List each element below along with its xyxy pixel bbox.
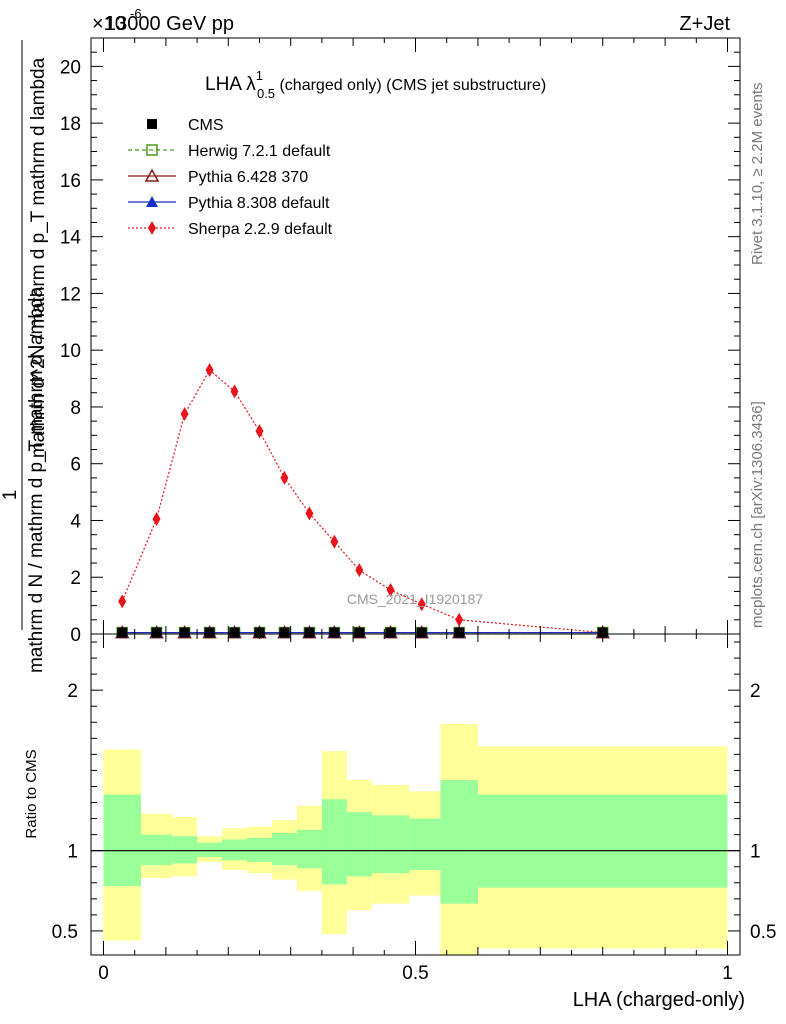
ratio-inner-band [371,815,410,874]
data-point [180,407,189,422]
x-tick-label: 0 [98,963,109,984]
data-point [152,512,161,527]
analysis-watermark: CMS_2021_I1920187 [347,591,483,607]
data-point [279,627,290,638]
data-point [118,594,127,609]
ratio-inner-band [197,842,223,858]
legend-marker [147,119,157,129]
main-y-axis: 0 2 4 6 8 10 12 14 16 18 20 [60,51,740,646]
x-tick-label: 1 [722,963,733,984]
y-tick-label: 4 [70,511,81,532]
y-tick-label: 18 [60,114,81,135]
process-label: Z+Jet [679,13,730,35]
y-tick-label: 0 [70,625,81,646]
legend-entry: CMS [147,117,224,134]
ratio-y-tick-label-right: 1 [750,842,761,863]
data-point [385,627,396,638]
main-panel: 0 2 4 6 8 10 12 14 16 18 20 CMS_2021_I1920187 LHA … [0,37,741,673]
ratio-y-tick-label: 2 [67,681,78,702]
legend-label: Pythia 8.308 default [188,195,330,212]
y-label-numerator: 1 [0,490,21,501]
data-point [151,627,162,638]
legend-marker [146,144,158,156]
legend-label: Herwig 7.2.1 default [188,143,331,160]
ratio-inner-band [409,818,441,870]
ratio-inner-band [440,780,478,904]
legend: CMS Herwig 7.2.1 default Pythia 6.428 370 P… [128,117,333,238]
main-x-axis [102,38,729,634]
legend-entry: Pythia 8.308 default [128,195,330,212]
data-point [305,506,314,521]
ratio-y-tick-label: 1 [67,842,78,863]
legend-marker [148,221,156,235]
ratio-inner-band [247,837,272,862]
data-point [280,470,289,485]
data-point [255,424,264,439]
data-point [179,627,190,638]
y-label-main: mathrm d^2N / mathrm d p_T mathrm d lamb… [28,57,49,458]
data-point [117,627,128,638]
legend-entry: Pythia 6.428 370 [128,168,308,186]
data-point [416,627,427,638]
data-point [229,627,240,638]
y-tick-label: 16 [60,171,81,192]
data-point [455,612,464,627]
legend-entry: Herwig 7.2.1 default [128,143,331,160]
y-tick-label: 10 [60,341,81,362]
y-label-denominator: mathrm d N / mathrm d p_T mathrm d lambd… [26,287,47,674]
data-point [304,627,315,638]
ratio-inner-band [103,794,141,886]
legend-marker [144,168,160,182]
legend-label: Pythia 6.428 370 [188,169,308,186]
y-tick-label: 20 [60,57,81,78]
y-tick-label: 12 [60,284,81,305]
ratio-inner-band [140,834,173,866]
ratio-y-tick-label-right: 2 [750,681,761,702]
ratio-x-axis: 0 0.5 1 [98,634,733,984]
ratio-inner-band [271,833,297,866]
data-point [204,627,215,638]
legend-entry: Sherpa 2.2.9 default [128,221,333,238]
y-tick-label: 14 [60,228,82,249]
main-y-axis-label: mathrm d^2N / mathrm d p_T mathrm d lamb… [0,40,49,673]
ratio-y-label: Ratio to CMS [23,749,40,838]
data-point [386,583,395,598]
ratio-inner-band [321,799,347,885]
ratio-inner-band [477,794,728,888]
data-point [354,627,365,638]
series-line [121,369,603,634]
energy-label: 13000 GeV pp [105,13,234,35]
rivet-label: Rivet 3.1.10, ≥ 2.2M events [749,83,766,266]
mcplots-label: mcplots.cern.ch [arXiv:1306.3436] [749,401,766,628]
data-point [205,363,214,378]
plot-title: LHA λ1 0.5 (charged only) (CMS jet substr… [205,68,546,101]
data-point [230,384,239,399]
y-tick-label: 8 [70,398,81,419]
legend-label: CMS [188,117,224,134]
ratio-inner-band [296,829,322,869]
x-axis-label: LHA (charged-only) [573,989,745,1011]
x-tick-label: 0.5 [402,963,428,984]
data-point [454,627,465,638]
y-tick-label: 6 [70,455,81,476]
exponent-label: ×10 [92,13,126,35]
exponent-power: -6 [130,6,142,21]
y-tick-label: 2 [70,568,81,589]
ratio-y-axis: 0.5 0.5 1 1 2 2 [52,641,776,943]
legend-marker [146,196,158,207]
ratio-inner-band [346,812,372,877]
data-point [329,627,340,638]
ratio-y-tick-label: 0.5 [52,922,78,943]
data-point [355,563,364,578]
data-point [330,534,339,549]
ratio-inner-band [222,839,248,861]
ratio-inner-band [172,836,198,864]
legend-label: Sherpa 2.2.9 default [188,221,333,238]
ratio-panel: 0.5 0.51 12 2 0 0.5 1 Ratio to CMS LHA (charg… [23,633,776,1011]
ratio-y-tick-label-right: 0.5 [750,922,776,943]
data-point [417,597,426,612]
